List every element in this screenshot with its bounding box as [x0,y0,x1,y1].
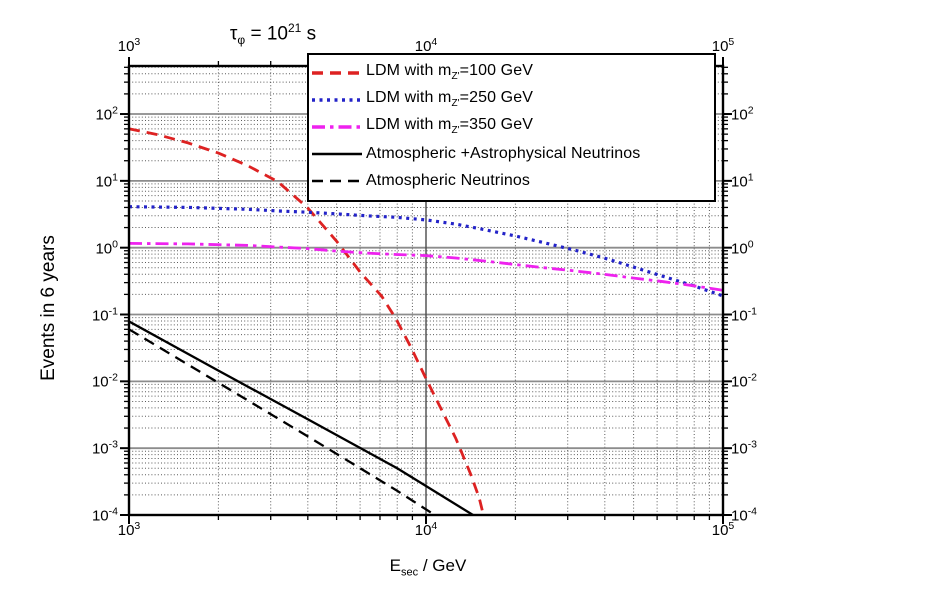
legend-entry-5: Atmospheric Neutrinos [311,167,712,194]
series-line-3 [129,242,723,292]
series-line-2 [129,205,723,298]
x-axis-title-subscript: sec [401,566,419,579]
y-axis-tick-label: 102 [95,104,118,124]
title-unit: s [301,23,317,45]
x-axis-title-unit: / GeV [418,556,467,575]
series-line-4 [129,320,474,515]
right-axis-tick-label: 10-4 [731,505,758,525]
right-axis-tick-label: 101 [731,171,754,191]
y-axis-tick-label: 101 [95,171,118,191]
plot-title: τφ = 1021 s [230,22,316,46]
legend-entry-4: Atmospheric +Astrophysical Neutrinos [311,140,712,167]
x-axis-tick-label: 105 [711,520,735,539]
x-axis-tick-label: 104 [414,520,438,539]
legend-line-sample [312,179,362,182]
legend-entry-2: LDM with mZ'=250 GeV [311,86,712,113]
top-axis-tick-label: 103 [117,36,141,55]
series-line-5 [129,328,436,515]
legend-line-sample [312,152,362,155]
title-tau: τ [229,23,238,45]
top-axis-tick-label: 105 [711,36,735,55]
legend-line-sample [312,97,362,102]
legend: LDM with mZ'=100 GeV LDM with mZ'=250 GeV… [307,53,716,202]
title-tau-subscript: φ [237,33,246,48]
top-axis-tick-label: 104 [414,36,438,55]
legend-entry-1: LDM with mZ'=100 GeV [311,59,712,86]
title-equals: = 10 [245,23,288,45]
series-line-1 [129,127,485,515]
legend-label: LDM with mZ'=350 GeV [366,116,533,137]
legend-entry-3: LDM with mZ'=350 GeV [311,113,712,140]
y-axis-tick-label: 10-1 [91,305,118,324]
y-axis-tick-label: 10-3 [91,438,118,458]
legend-label: LDM with mZ'=250 GeV [366,89,533,110]
right-axis-tick-label: 100 [731,238,754,258]
legend-label: LDM with mZ'=100 GeV [366,62,533,83]
y-axis-tick-label: 100 [95,238,118,258]
right-axis-tick-label: 10-2 [731,371,758,391]
right-axis-tick-label: 10-3 [731,438,758,458]
legend-line-sample [312,70,362,75]
right-axis-tick-label: 102 [731,104,754,124]
x-axis-title: Esec / GeV [390,556,467,578]
y-axis-tick-label: 10-2 [91,371,118,391]
x-axis-tick-label: 103 [117,520,141,539]
y-axis-tick-label: 10-4 [91,505,118,525]
legend-label: Atmospheric Neutrinos [366,171,530,189]
y-axis-title: Events in 6 years [38,235,59,381]
x-axis-title-main: E [389,556,402,575]
legend-line-sample [312,124,362,129]
right-axis-tick-label: 10-1 [731,305,758,324]
legend-label: Atmospheric +Astrophysical Neutrinos [366,144,641,162]
title-exponent: 21 [287,21,302,35]
